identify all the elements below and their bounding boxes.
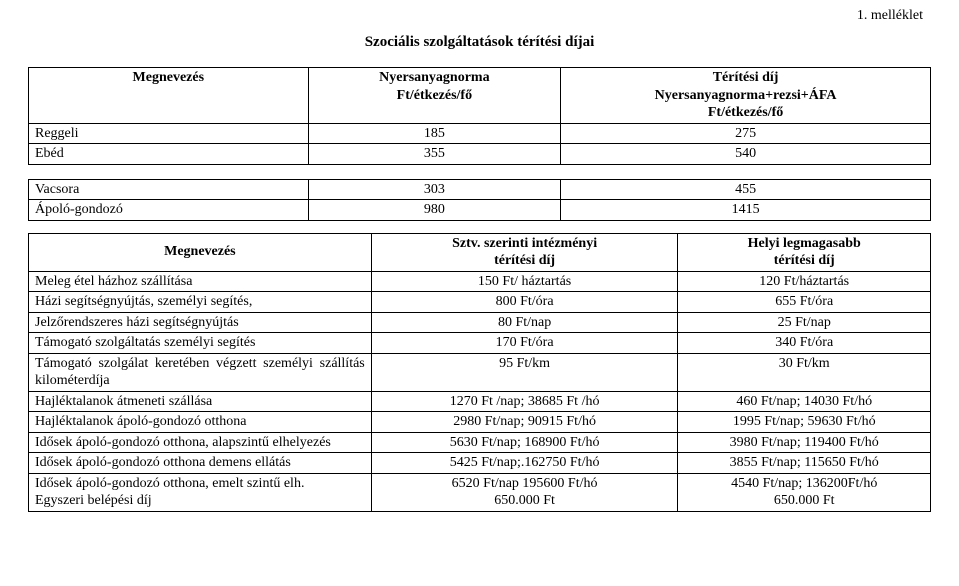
cell: 540 [561,144,931,165]
table-row: Házi segítségnyújtás, személyi segítés, … [29,292,931,313]
page: 1. melléklet Szociális szolgáltatások té… [0,0,959,586]
page-title: Szociális szolgáltatások térítési díjai [28,34,931,51]
cell: 655 Ft/óra [678,292,931,313]
spacer [28,165,931,179]
cell: 30 Ft/km [678,353,931,391]
table-row: Vacsora 303 455 [29,179,931,200]
cell: 6520 Ft/nap 195600 Ft/hó650.000 Ft [371,473,678,511]
cell: 1415 [561,200,931,221]
col-header: Megnevezés [29,68,309,124]
table-row: Hajléktalanok átmeneti szállása 1270 Ft … [29,391,931,412]
spacer [28,221,931,233]
cell: 275 [561,123,931,144]
col-header: Sztv. szerinti intézményitérítési díj [371,233,678,271]
cell: Hajléktalanok átmeneti szállása [29,391,372,412]
cell: 5425 Ft/nap;.162750 Ft/hó [371,453,678,474]
table-services: Megnevezés Sztv. szerinti intézményitérí… [28,233,931,512]
cell: 460 Ft/nap; 14030 Ft/hó [678,391,931,412]
cell: 4540 Ft/nap; 136200Ft/hó650.000 Ft [678,473,931,511]
cell: Idősek ápoló-gondozó otthona, alapszintű… [29,432,372,453]
table-row: Hajléktalanok ápoló-gondozó otthona 2980… [29,412,931,433]
cell: Házi segítségnyújtás, személyi segítés, [29,292,372,313]
cell: 2980 Ft/nap; 90915 Ft/hó [371,412,678,433]
table-meals-header: Megnevezés NyersanyagnormaFt/étkezés/fő … [28,67,931,165]
cell: Hajléktalanok ápoló-gondozó otthona [29,412,372,433]
cell: Idősek ápoló-gondozó otthona, emelt szin… [29,473,372,511]
cell: Ápoló-gondozó [29,200,309,221]
cell: 800 Ft/óra [371,292,678,313]
cell: 25 Ft/nap [678,312,931,333]
table-row: Megnevezés Sztv. szerinti intézményitérí… [29,233,931,271]
table-row: Meleg étel házhoz szállítása 150 Ft/ ház… [29,271,931,292]
cell: 3855 Ft/nap; 115650 Ft/hó [678,453,931,474]
col-header: Megnevezés [29,233,372,271]
table-row: Jelzőrendszeres házi segítségnyújtás 80 … [29,312,931,333]
cell: 355 [308,144,561,165]
table-meals-extra: Vacsora 303 455 Ápoló-gondozó 980 1415 [28,179,931,221]
table-row: Idősek ápoló-gondozó otthona demens ellá… [29,453,931,474]
cell: Reggeli [29,123,309,144]
cell: 1270 Ft /nap; 38685 Ft /hó [371,391,678,412]
table-row: Idősek ápoló-gondozó otthona, alapszintű… [29,432,931,453]
cell: 170 Ft/óra [371,333,678,354]
cell: 120 Ft/háztartás [678,271,931,292]
cell: Idősek ápoló-gondozó otthona demens ellá… [29,453,372,474]
cell: 5630 Ft/nap; 168900 Ft/hó [371,432,678,453]
cell: Támogató szolgálat keretében végzett sze… [29,353,372,391]
col-header: Helyi legmagasabbtérítési díj [678,233,931,271]
table-row: Ápoló-gondozó 980 1415 [29,200,931,221]
cell: Meleg étel házhoz szállítása [29,271,372,292]
table-row: Idősek ápoló-gondozó otthona, emelt szin… [29,473,931,511]
table-row: Támogató szolgálat keretében végzett sze… [29,353,931,391]
col-header: Térítési díjNyersanyagnorma+rezsi+ÁFAFt/… [561,68,931,124]
cell: Ebéd [29,144,309,165]
table-row: Megnevezés NyersanyagnormaFt/étkezés/fő … [29,68,931,124]
cell: Vacsora [29,179,309,200]
cell: Jelzőrendszeres házi segítségnyújtás [29,312,372,333]
cell: 455 [561,179,931,200]
table-row: Támogató szolgáltatás személyi segítés 1… [29,333,931,354]
cell: 3980 Ft/nap; 119400 Ft/hó [678,432,931,453]
cell: 95 Ft/km [371,353,678,391]
cell: 340 Ft/óra [678,333,931,354]
cell: 150 Ft/ háztartás [371,271,678,292]
cell: Támogató szolgáltatás személyi segítés [29,333,372,354]
cell: 185 [308,123,561,144]
table-row: Reggeli 185 275 [29,123,931,144]
annex-label: 1. melléklet [857,8,923,24]
cell: 303 [308,179,561,200]
table-row: Ebéd 355 540 [29,144,931,165]
cell: 980 [308,200,561,221]
cell: 80 Ft/nap [371,312,678,333]
col-header: NyersanyagnormaFt/étkezés/fő [308,68,561,124]
cell: 1995 Ft/nap; 59630 Ft/hó [678,412,931,433]
